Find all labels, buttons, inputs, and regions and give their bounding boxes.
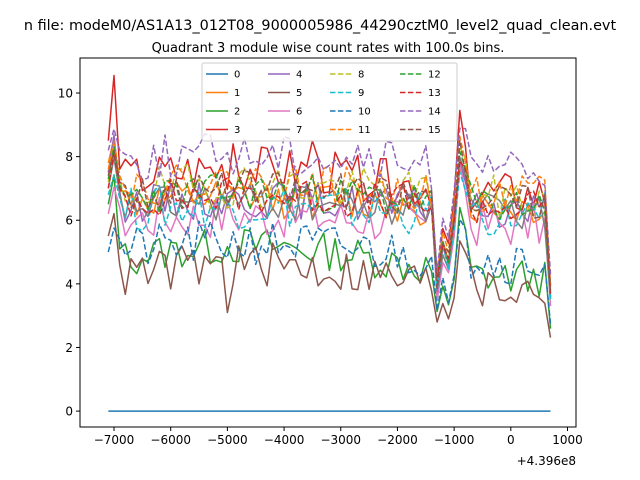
- series-line-9: [107, 171, 552, 301]
- legend-label-15: 15: [428, 125, 441, 136]
- x-tick-label: 1000: [552, 433, 583, 447]
- legend-label-10: 10: [358, 107, 371, 118]
- x-tick-label: −2000: [377, 433, 418, 447]
- figure-suptitle: n file: modeM0/AS1A13_012T08_9000005986_…: [24, 18, 617, 34]
- x-tick-label: −4000: [264, 433, 305, 447]
- y-tick-label: 8: [65, 150, 73, 164]
- legend-label-7: 7: [296, 125, 302, 136]
- legend-label-6: 6: [296, 107, 302, 118]
- x-tick-label: −5000: [207, 433, 248, 447]
- series-line-14: [107, 127, 552, 275]
- series-line-3: [107, 74, 552, 286]
- legend-label-4: 4: [296, 70, 302, 81]
- legend-label-13: 13: [428, 88, 441, 99]
- series-line-11: [107, 135, 552, 289]
- y-tick-label: 10: [58, 86, 73, 100]
- legend-label-8: 8: [358, 70, 364, 81]
- legend-label-2: 2: [234, 107, 240, 118]
- x-tick-label: −6000: [150, 433, 191, 447]
- y-tick-label: 0: [65, 405, 73, 419]
- y-axis: 0 2 4 6 8 10: [58, 86, 80, 419]
- y-tick-label: 2: [65, 341, 73, 355]
- legend-label-3: 3: [234, 125, 240, 136]
- x-tick-label: −3000: [320, 433, 361, 447]
- plot-lines: [107, 74, 552, 412]
- legend-label-0: 0: [234, 70, 240, 81]
- y-tick-label: 4: [65, 277, 73, 291]
- series-line-4: [107, 134, 552, 298]
- series-line-6: [107, 163, 552, 307]
- x-tick-label: −1000: [434, 433, 475, 447]
- chart-title: Quadrant 3 module wise count rates with …: [152, 41, 505, 56]
- legend-label-9: 9: [358, 88, 364, 99]
- plot-frame: [79, 57, 577, 428]
- x-tick-label: −7000: [94, 433, 135, 447]
- x-offset-label: +4.396e8: [517, 454, 576, 468]
- x-axis: −7000 −6000 −5000 −4000 −3000 −2000 −1000 0 1000: [94, 427, 583, 447]
- x-tick-label: 0: [507, 433, 515, 447]
- legend-box: [201, 62, 458, 142]
- legend-label-1: 1: [234, 88, 240, 99]
- y-tick-label: 6: [65, 214, 73, 228]
- legend-label-5: 5: [296, 88, 302, 99]
- series-line-13: [107, 151, 552, 296]
- legend-label-12: 12: [428, 70, 441, 81]
- series-line-10: [107, 218, 552, 324]
- series-line-2: [107, 174, 552, 329]
- legend-label-14: 14: [428, 107, 441, 118]
- series-line-15: [107, 139, 552, 293]
- legend-label-11: 11: [358, 125, 371, 136]
